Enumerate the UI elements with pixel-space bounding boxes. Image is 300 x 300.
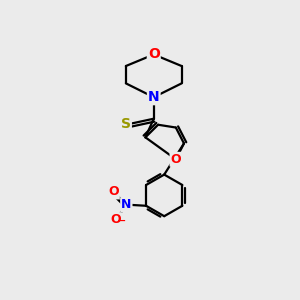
Text: O: O: [108, 185, 119, 198]
Text: −: −: [117, 216, 126, 226]
Text: O: O: [170, 153, 181, 166]
Text: S: S: [121, 118, 131, 131]
Text: N: N: [121, 198, 131, 211]
Text: O: O: [148, 47, 160, 61]
Text: N: N: [148, 90, 160, 104]
Text: O: O: [111, 213, 121, 226]
